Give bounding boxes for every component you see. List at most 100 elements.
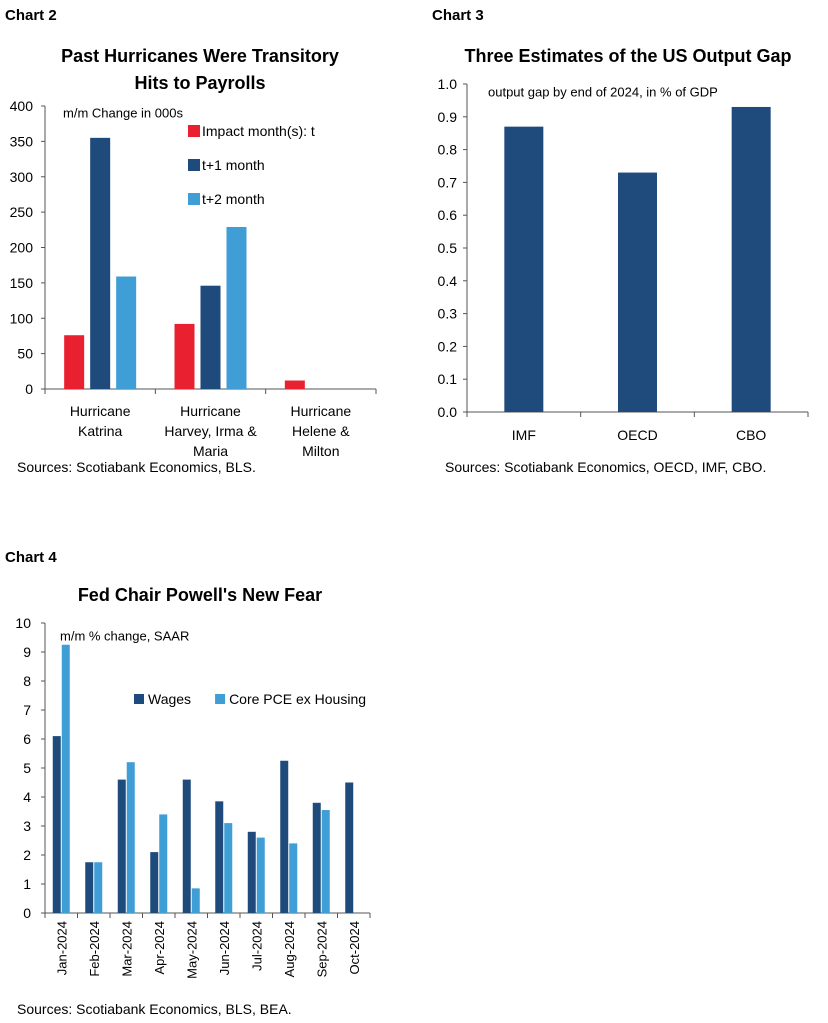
y-tick-label: 2 <box>23 847 31 863</box>
legend-label: Impact month(s): t <box>202 123 315 139</box>
y-tick-label: 1 <box>23 876 31 892</box>
bar <box>117 779 126 913</box>
x-tick-label: Hurricane Helene & Milton <box>290 403 351 459</box>
bar <box>618 172 657 412</box>
bar <box>61 644 70 913</box>
x-tick-label: Mar-2024 <box>119 921 134 977</box>
chart-3: Chart 3 Three Estimates of the US Output … <box>432 7 809 475</box>
chart-title: Fed Chair Powell's New Fear <box>78 585 322 605</box>
y-axis-label: m/m % change, SAAR <box>60 629 189 644</box>
y-tick-label: 0.4 <box>438 273 458 289</box>
chart-label: Chart 4 <box>5 549 57 566</box>
x-tick-label: May-2024 <box>184 921 199 979</box>
y-tick-label: 0.6 <box>438 207 458 223</box>
legend-swatch <box>188 125 200 137</box>
y-tick-label: 200 <box>10 240 34 256</box>
chart-label: Chart 3 <box>432 7 484 24</box>
y-tick-label: 150 <box>10 275 34 291</box>
x-tick-label: Oct-2024 <box>347 921 362 974</box>
y-tick-label: 1.0 <box>438 76 458 92</box>
y-tick-label: 250 <box>10 204 34 220</box>
y-tick-label: 10 <box>15 615 31 631</box>
bar <box>182 779 191 913</box>
bar <box>226 226 247 389</box>
bar <box>284 380 305 389</box>
x-tick-label: Jan-2024 <box>54 921 69 975</box>
bar <box>731 106 771 413</box>
chart-label: Chart 2 <box>5 7 57 24</box>
x-tick-label: CBO <box>736 427 766 443</box>
bar <box>256 837 265 913</box>
bar <box>159 814 168 913</box>
bar <box>247 831 256 913</box>
y-tick-label: 0.8 <box>438 142 458 158</box>
bar <box>345 782 354 913</box>
chart-title: Past Hurricanes Were Transitory <box>61 46 339 66</box>
x-tick-label: IMF <box>512 427 536 443</box>
bar <box>321 810 330 913</box>
legend-label: t+1 month <box>202 157 265 173</box>
bar <box>312 802 321 913</box>
legend-swatch <box>215 694 226 704</box>
y-tick-label: 300 <box>10 169 34 185</box>
y-tick-label: 0.7 <box>438 174 458 190</box>
x-tick-label: Aug-2024 <box>282 921 297 977</box>
legend-label: t+2 month <box>202 191 265 207</box>
y-tick-label: 9 <box>23 644 31 660</box>
y-tick-label: 0.1 <box>438 371 458 387</box>
legend-swatch <box>134 694 144 704</box>
bar <box>191 888 200 913</box>
y-tick-label: 6 <box>23 731 31 747</box>
x-tick-label: OECD <box>617 427 657 443</box>
y-tick-label: 400 <box>10 98 34 114</box>
chart-2: Chart 2 Past Hurricanes Were Transitory Hi… <box>5 7 377 475</box>
chart-subtitle: Hits to Payrolls <box>134 73 265 93</box>
bar <box>200 285 221 389</box>
bar <box>52 736 61 913</box>
x-tick-label: Jul-2024 <box>249 921 264 971</box>
chart-source: Sources: Scotiabank Economics, BLS, BEA. <box>17 1001 292 1017</box>
x-tick-label: Hurricane Harvey, Irma & Maria <box>164 403 257 459</box>
y-tick-label: 0 <box>23 905 31 921</box>
x-tick-label: Jun-2024 <box>217 921 232 975</box>
y-tick-label: 5 <box>23 760 31 776</box>
y-tick-label: 4 <box>23 789 31 805</box>
bar <box>215 801 224 913</box>
bar <box>289 843 298 913</box>
x-tick-label: Apr-2024 <box>152 921 167 974</box>
bar <box>85 862 94 913</box>
bar <box>504 126 544 412</box>
y-tick-label: 8 <box>23 673 31 689</box>
y-tick-label: 0.9 <box>438 109 458 125</box>
chart-title: Three Estimates of the US Output Gap <box>464 46 791 66</box>
legend: Wages Core PCE ex Housing <box>134 691 366 707</box>
legend-label: Core PCE ex Housing <box>229 691 366 707</box>
x-tick-label: Sep-2024 <box>314 921 329 977</box>
y-tick-label: 100 <box>10 310 34 326</box>
y-tick-label: 0.5 <box>438 240 458 256</box>
chart-4: Chart 4 Fed Chair Powell's New Fear m/m % … <box>5 549 371 1017</box>
y-tick-label: 0.3 <box>438 306 458 322</box>
bar <box>150 852 159 913</box>
bar <box>280 760 289 913</box>
bar <box>64 335 85 389</box>
y-axis-label: output gap by end of 2024, in % of GDP <box>488 85 718 100</box>
x-tick-label: Hurricane Katrina <box>70 403 131 439</box>
y-axis-label: m/m Change in 000s <box>63 106 183 121</box>
y-tick-label: 50 <box>17 346 33 362</box>
x-tick-label: Feb-2024 <box>87 921 102 977</box>
bar <box>116 276 137 389</box>
y-tick-label: 0.2 <box>438 338 458 354</box>
chart-source: Sources: Scotiabank Economics, OECD, IMF… <box>445 459 766 475</box>
bar <box>90 137 111 389</box>
legend: Impact month(s): t t+1 month t+2 month <box>188 123 315 207</box>
y-tick-label: 350 <box>10 133 34 149</box>
chart-source: Sources: Scotiabank Economics, BLS. <box>17 459 256 475</box>
y-tick-label: 0.0 <box>438 404 458 420</box>
y-tick-label: 7 <box>23 702 31 718</box>
legend-swatch <box>188 193 200 205</box>
bar <box>174 323 195 389</box>
bar <box>224 823 233 913</box>
y-tick-label: 0 <box>25 381 33 397</box>
